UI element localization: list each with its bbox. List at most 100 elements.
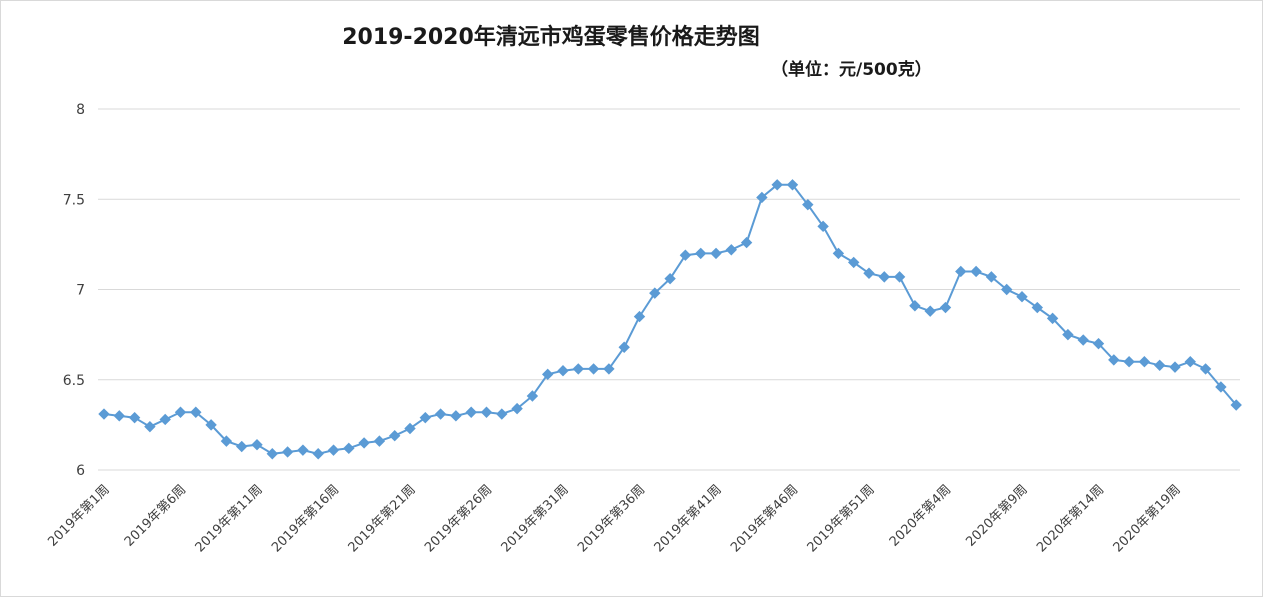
data-point [572,363,585,375]
data-point [190,406,202,418]
data-point [235,440,248,453]
x-tick-label: 2020年第14周 [1034,482,1107,555]
data-point [664,272,676,285]
x-tick-label: 2019年第11周 [193,482,266,555]
y-tick-label: 6.5 [63,373,85,389]
data-point [1077,334,1089,346]
data-point [113,410,126,422]
data-point [1184,355,1197,368]
data-point [205,419,217,431]
data-point [373,435,386,447]
x-tick-label: 2019年第6周 [122,482,189,549]
data-point [863,267,875,279]
data-point [955,265,967,278]
data-point [893,271,906,283]
data-point [847,256,860,269]
data-point [618,341,630,353]
gridlines [98,108,1240,471]
data-point [480,406,493,418]
x-tick-label: 2019年第46周 [728,482,801,555]
data-point [159,413,171,426]
data-point [1138,355,1151,368]
data-point [511,402,523,415]
data-point [541,368,554,381]
data-point [985,271,998,283]
data-point [128,411,141,424]
data-point [725,244,738,256]
data-point [266,448,279,460]
y-tick-label: 8 [76,102,85,118]
x-tick-label: 2019年第26周 [422,482,495,555]
data-point [878,271,891,283]
x-tick-label: 2019年第1周 [45,482,112,549]
data-point [98,408,110,420]
x-tick-label: 2019年第36周 [575,482,648,555]
data-point [633,310,646,323]
data-point [358,437,370,449]
x-tick-label: 2019年第51周 [805,482,878,555]
y-tick-label: 7 [76,283,85,299]
data-point [771,179,783,191]
data-point [404,422,416,435]
data-point [1153,359,1166,372]
y-tick-label: 7.5 [63,192,85,208]
data-point [450,410,462,422]
data-point [343,442,355,455]
data-point [496,408,508,420]
data-point [909,300,921,312]
x-tick-label: 2019年第41周 [652,482,725,555]
data-point [1062,328,1074,341]
data-point [786,179,799,191]
data-point [281,446,294,458]
data-point [939,301,952,314]
data-point [1000,283,1013,296]
data-point [802,198,814,211]
data-point [1123,355,1135,368]
data-point [465,406,477,418]
data-point [434,408,447,420]
series-price [98,179,1242,460]
data-point [603,363,615,375]
x-tick-label: 2020年第4周 [887,482,954,549]
data-point [1092,337,1105,350]
data-point [312,448,324,460]
data-point [970,265,982,278]
data-point [557,365,569,377]
data-point [1215,381,1227,393]
x-tick-label: 2019年第16周 [269,482,342,555]
data-point [710,247,722,260]
data-point [1108,354,1120,366]
series-line [103,183,1237,455]
x-axis-ticks: 2019年第1周 2019年第6周 2019年第11周 2019年第16周 2019年第… [45,482,1183,555]
data-point [144,420,156,433]
data-point [587,363,600,375]
data-point [419,411,432,424]
data-point [1199,363,1212,375]
data-point [756,191,768,204]
chart-subtitle: （单位：元/500克） [771,60,932,80]
data-point [694,247,707,260]
data-point [1046,312,1059,325]
data-point [327,444,340,456]
data-point [1016,291,1028,303]
data-point [1031,301,1044,314]
data-point [297,444,309,456]
data-point [924,305,936,317]
data-point [526,390,539,402]
data-point [174,406,187,418]
data-point [220,435,233,447]
data-point [388,429,401,442]
x-tick-label: 2019年第31周 [499,482,572,555]
data-point [740,236,753,249]
y-axis-ticks: 6 6.5 7 7.5 8 [63,102,85,479]
x-tick-label: 2020年第19周 [1111,482,1184,555]
data-point [817,220,829,233]
x-tick-label: 2020年第9周 [963,482,1030,549]
data-point [832,247,845,260]
y-tick-label: 6 [76,463,85,479]
data-point [1169,361,1181,373]
data-point [679,249,692,261]
chart-title: 2019-2020年清远市鸡蛋零售价格走势图 [342,25,760,50]
